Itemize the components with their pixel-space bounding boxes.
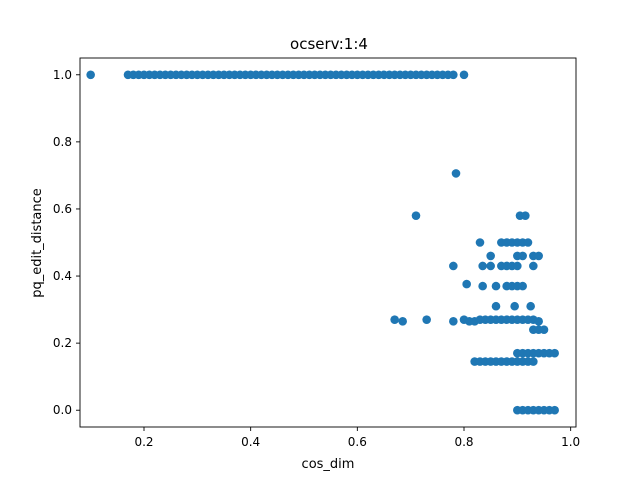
- data-point: [529, 357, 538, 366]
- y-tick-label: 0.8: [53, 135, 72, 149]
- data-point: [534, 317, 543, 326]
- data-point: [462, 279, 471, 289]
- data-point: [491, 301, 501, 311]
- data-point: [521, 211, 530, 220]
- data-point: [486, 251, 495, 261]
- x-tick-label: 0.2: [134, 435, 153, 449]
- y-axis-ticks: 0.0 0.2 0.4 0.6 0.8 1.0: [53, 68, 80, 417]
- data-point: [539, 325, 549, 335]
- data-point: [518, 281, 527, 291]
- data-point: [390, 315, 399, 324]
- data-point: [451, 169, 461, 178]
- data-point: [491, 281, 501, 291]
- y-tick-label: 0.0: [53, 403, 72, 417]
- data-point: [486, 261, 495, 271]
- x-tick-label: 1.0: [561, 435, 580, 449]
- data-point: [459, 70, 469, 80]
- y-tick-label: 0.2: [53, 336, 72, 350]
- x-tick-label: 0.6: [348, 435, 367, 449]
- data-point: [422, 315, 431, 324]
- y-axis-label: pq_edit_distance: [30, 188, 45, 298]
- data-point: [534, 251, 543, 261]
- plot-area-frame: [79, 57, 577, 428]
- x-tick-label: 0.8: [454, 435, 473, 449]
- data-point: [398, 317, 407, 326]
- data-point: [529, 261, 538, 271]
- data-point: [86, 70, 95, 80]
- data-point: [478, 261, 487, 271]
- data-point: [411, 211, 421, 220]
- data-point: [449, 70, 458, 80]
- data-point: [550, 348, 559, 358]
- data-point: [478, 281, 487, 291]
- chart-title: ocserv:1:4: [290, 35, 368, 53]
- data-point: [513, 261, 522, 271]
- data-points: [86, 70, 559, 415]
- y-tick-label: 0.6: [53, 202, 72, 216]
- y-tick-label: 1.0: [53, 68, 72, 82]
- data-point: [449, 261, 458, 271]
- data-point: [550, 405, 559, 415]
- data-point: [523, 238, 533, 247]
- y-tick-label: 0.4: [53, 269, 72, 283]
- x-axis-label: cos_dim: [302, 457, 355, 472]
- x-axis-ticks: 0.2 0.4 0.6 0.8 1.0: [134, 427, 580, 449]
- data-point: [475, 238, 485, 247]
- data-point: [510, 301, 519, 311]
- x-tick-label: 0.4: [241, 435, 260, 449]
- data-point: [449, 317, 458, 326]
- data-point: [526, 301, 535, 311]
- data-point: [518, 251, 527, 261]
